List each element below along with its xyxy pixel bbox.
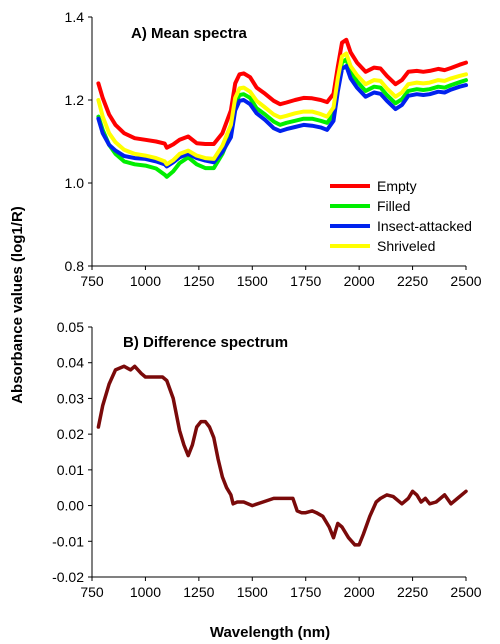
panel-a-x-tick-label: 2500 (450, 273, 481, 289)
panel-b-series (96, 364, 468, 547)
y-axis-label: Absorbance values (log1/R) (9, 206, 26, 404)
panel-b-y-tick-label: 0.00 (57, 498, 84, 514)
panel-b-x-tick-label: 2500 (450, 584, 481, 600)
panel-b-axes (91, 327, 466, 578)
panel-a-x-tick-label: 1250 (183, 273, 214, 289)
panel-b-x-tick-label: 750 (80, 584, 104, 600)
panel-a: A) Mean spectra 750 1000 1250 1500 1750 2000 2… (65, 9, 482, 289)
panel-b-y-tick-label: 0.02 (57, 426, 84, 442)
panel-a-series-line-filled (96, 57, 468, 179)
panel-b-x-tick-label: 1500 (237, 584, 268, 600)
panel-b-series-line-difference (96, 364, 468, 547)
x-axis-label: Wavelength (nm) (210, 624, 330, 641)
panel-a-x-tick-label: 2000 (344, 273, 375, 289)
panel-b-y-tick-label: -0.02 (52, 569, 84, 585)
panel-b-y-tick-label: -0.01 (52, 533, 84, 549)
panel-b-title: B) Difference spectrum (123, 334, 288, 351)
panel-b-y-tick-label: 0.01 (57, 462, 84, 478)
panel-b-x-tick-label: 2000 (344, 584, 375, 600)
legend-label-empty: Empty (377, 178, 417, 194)
panel-b: B) Difference spectrum 750 1000 1250 1500 17… (52, 319, 482, 600)
panel-b-x-tick-label: 1000 (130, 584, 161, 600)
panel-b-x-tick-label: 2250 (397, 584, 428, 600)
panel-b-y-tick-label: 0.05 (57, 319, 84, 335)
legend-label-shriveled: Shriveled (377, 238, 435, 254)
panel-a-y-tick-label: 1.2 (65, 92, 85, 108)
panel-a-x-tick-label: 1500 (237, 273, 268, 289)
panel-b-ticks: 750 1000 1250 1500 1750 2000 2250 2500 -0.02 -0.0… (52, 319, 482, 600)
panel-b-y-tick-label: 0.04 (57, 355, 84, 371)
panel-a-y-tick-label: 0.8 (65, 258, 85, 274)
legend-label-insect-attacked: Insect-attacked (377, 218, 472, 234)
panel-b-x-tick-label: 1250 (183, 584, 214, 600)
legend-label-filled: Filled (377, 198, 410, 214)
panel-a-x-tick-label: 1750 (290, 273, 321, 289)
panel-a-x-tick-label: 1000 (130, 273, 161, 289)
panel-a-series-line-shriveled (96, 51, 468, 167)
panel-a-x-tick-label: 750 (80, 273, 104, 289)
panel-a-y-tick-label: 1.0 (65, 175, 85, 191)
panel-a-x-tick-label: 2250 (397, 273, 428, 289)
panel-a-series (96, 37, 468, 179)
panel-a-legend: Empty Filled Insect-attacked Shriveled (330, 178, 472, 254)
panel-a-ticks: 750 1000 1250 1500 1750 2000 2250 2500 0.8 1.0 1.2… (65, 9, 482, 289)
panel-a-series-line-empty (96, 37, 468, 150)
panel-a-title: A) Mean spectra (131, 25, 248, 42)
panel-b-x-tick-label: 1750 (290, 584, 321, 600)
panel-a-y-tick-label: 1.4 (65, 9, 85, 25)
panel-b-y-tick-label: 0.03 (57, 390, 84, 406)
